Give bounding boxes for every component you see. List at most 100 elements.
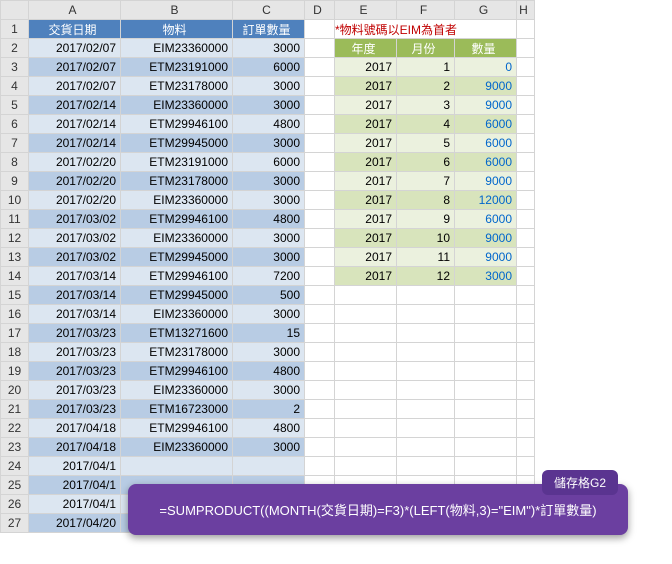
cell-H22[interactable] <box>517 419 535 438</box>
spreadsheet-grid[interactable]: A B C D E F G H 1交貨日期物料訂單數量*物料號碼以EIM為首者2… <box>0 0 535 533</box>
row-hdr[interactable]: 7 <box>1 134 29 153</box>
cell-A14[interactable]: 2017/03/14 <box>29 267 121 286</box>
cell-A3[interactable]: 2017/02/07 <box>29 58 121 77</box>
cell-G9[interactable]: 9000 <box>455 172 517 191</box>
cell-G6[interactable]: 6000 <box>455 115 517 134</box>
cell-G21[interactable] <box>455 400 517 419</box>
cell-E12[interactable]: 2017 <box>335 229 397 248</box>
cell-A10[interactable]: 2017/02/20 <box>29 191 121 210</box>
cell-D21[interactable] <box>305 400 335 419</box>
cell-F5[interactable]: 3 <box>397 96 455 115</box>
cell-A11[interactable]: 2017/03/02 <box>29 210 121 229</box>
cell-E21[interactable] <box>335 400 397 419</box>
cell-G15[interactable] <box>455 286 517 305</box>
cell-D23[interactable] <box>305 438 335 457</box>
cell-A20[interactable]: 2017/03/23 <box>29 381 121 400</box>
cell-A26[interactable]: 2017/04/1 <box>29 495 121 514</box>
cell-C24[interactable] <box>233 457 305 476</box>
cell-B22[interactable]: ETM29946100 <box>121 419 233 438</box>
col-hdr[interactable]: D <box>305 1 335 20</box>
cell-B15[interactable]: ETM29945000 <box>121 286 233 305</box>
cell-A23[interactable]: 2017/04/18 <box>29 438 121 457</box>
cell-A1[interactable]: 交貨日期 <box>29 20 121 39</box>
cell-A27[interactable]: 2017/04/20 <box>29 514 121 533</box>
cell-E14[interactable]: 2017 <box>335 267 397 286</box>
cell-H23[interactable] <box>517 438 535 457</box>
col-hdr[interactable]: E <box>335 1 397 20</box>
cell-A4[interactable]: 2017/02/07 <box>29 77 121 96</box>
cell-A19[interactable]: 2017/03/23 <box>29 362 121 381</box>
col-hdr[interactable]: B <box>121 1 233 20</box>
cell-G23[interactable] <box>455 438 517 457</box>
cell-D16[interactable] <box>305 305 335 324</box>
cell-A9[interactable]: 2017/02/20 <box>29 172 121 191</box>
cell-H14[interactable] <box>517 267 535 286</box>
cell-H18[interactable] <box>517 343 535 362</box>
cell-B5[interactable]: EIM23360000 <box>121 96 233 115</box>
cell-F24[interactable] <box>397 457 455 476</box>
cell-H8[interactable] <box>517 153 535 172</box>
cell-C18[interactable]: 3000 <box>233 343 305 362</box>
cell-A7[interactable]: 2017/02/14 <box>29 134 121 153</box>
cell-H15[interactable] <box>517 286 535 305</box>
cell-H5[interactable] <box>517 96 535 115</box>
cell-H21[interactable] <box>517 400 535 419</box>
row-hdr[interactable]: 2 <box>1 39 29 58</box>
cell-A6[interactable]: 2017/02/14 <box>29 115 121 134</box>
cell-C15[interactable]: 500 <box>233 286 305 305</box>
row-hdr[interactable]: 26 <box>1 495 29 514</box>
cell-E15[interactable] <box>335 286 397 305</box>
cell-C7[interactable]: 3000 <box>233 134 305 153</box>
cell-G19[interactable] <box>455 362 517 381</box>
cell-A17[interactable]: 2017/03/23 <box>29 324 121 343</box>
row-hdr[interactable]: 12 <box>1 229 29 248</box>
cell-D14[interactable] <box>305 267 335 286</box>
cell-E16[interactable] <box>335 305 397 324</box>
cell-G4[interactable]: 9000 <box>455 77 517 96</box>
cell-A22[interactable]: 2017/04/18 <box>29 419 121 438</box>
cell-G2[interactable]: 數量 <box>455 39 517 58</box>
cell-E4[interactable]: 2017 <box>335 77 397 96</box>
cell-A24[interactable]: 2017/04/1 <box>29 457 121 476</box>
cell-C6[interactable]: 4800 <box>233 115 305 134</box>
cell-F18[interactable] <box>397 343 455 362</box>
cell-D3[interactable] <box>305 58 335 77</box>
row-hdr[interactable]: 18 <box>1 343 29 362</box>
cell-D1[interactable] <box>305 20 335 39</box>
row-hdr[interactable]: 6 <box>1 115 29 134</box>
cell-C11[interactable]: 4800 <box>233 210 305 229</box>
cell-H13[interactable] <box>517 248 535 267</box>
cell-E3[interactable]: 2017 <box>335 58 397 77</box>
cell-E19[interactable] <box>335 362 397 381</box>
cell-F2[interactable]: 月份 <box>397 39 455 58</box>
cell-H2[interactable] <box>517 39 535 58</box>
cell-H9[interactable] <box>517 172 535 191</box>
row-hdr[interactable]: 10 <box>1 191 29 210</box>
col-hdr[interactable]: A <box>29 1 121 20</box>
cell-H20[interactable] <box>517 381 535 400</box>
cell-G3[interactable]: 0 <box>455 58 517 77</box>
cell-D7[interactable] <box>305 134 335 153</box>
cell-G7[interactable]: 6000 <box>455 134 517 153</box>
cell-F23[interactable] <box>397 438 455 457</box>
cell-B17[interactable]: ETM13271600 <box>121 324 233 343</box>
row-hdr[interactable]: 20 <box>1 381 29 400</box>
cell-G24[interactable] <box>455 457 517 476</box>
cell-B8[interactable]: ETM23191000 <box>121 153 233 172</box>
cell-E2[interactable]: 年度 <box>335 39 397 58</box>
cell-C5[interactable]: 3000 <box>233 96 305 115</box>
cell-C22[interactable]: 4800 <box>233 419 305 438</box>
cell-D15[interactable] <box>305 286 335 305</box>
cell-H6[interactable] <box>517 115 535 134</box>
cell-C16[interactable]: 3000 <box>233 305 305 324</box>
cell-D4[interactable] <box>305 77 335 96</box>
cell-D6[interactable] <box>305 115 335 134</box>
row-hdr[interactable]: 16 <box>1 305 29 324</box>
cell-A12[interactable]: 2017/03/02 <box>29 229 121 248</box>
cell-F8[interactable]: 6 <box>397 153 455 172</box>
cell-B18[interactable]: ETM23178000 <box>121 343 233 362</box>
cell-F22[interactable] <box>397 419 455 438</box>
cell-H3[interactable] <box>517 58 535 77</box>
row-hdr[interactable]: 23 <box>1 438 29 457</box>
cell-E7[interactable]: 2017 <box>335 134 397 153</box>
